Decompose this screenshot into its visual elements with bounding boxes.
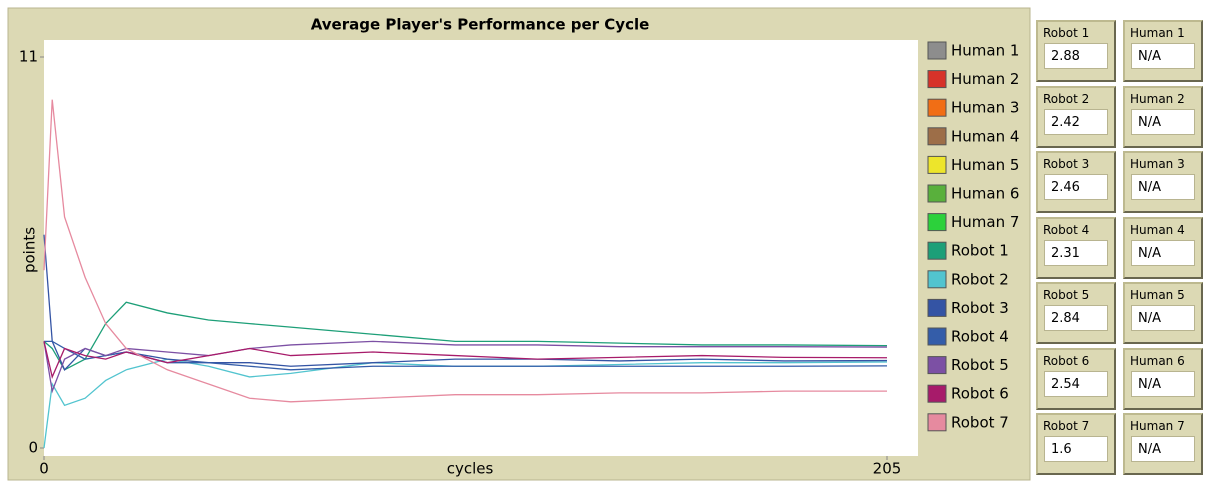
monitor: Human 5 N/A — [1123, 282, 1203, 344]
monitor-value: N/A — [1131, 239, 1195, 266]
monitor-value: N/A — [1131, 305, 1195, 331]
legend-swatch — [927, 327, 947, 346]
monitor-label: Human 2 — [1130, 91, 1185, 106]
monitor: Robot 4 2.31 — [1036, 216, 1116, 279]
legend-label: Human 3 — [951, 99, 1019, 117]
monitor: Human 3 N/A — [1123, 151, 1203, 213]
chart-title: Average Player's Performance per Cycle — [311, 16, 650, 34]
legend-swatch — [927, 155, 947, 174]
legend-swatch — [927, 127, 947, 146]
y-axis-label: points — [21, 227, 39, 273]
monitor-label: Human 3 — [1130, 157, 1185, 171]
legend-swatch — [927, 241, 947, 260]
monitor: Human 1 N/A — [1123, 20, 1203, 82]
monitor-label: Human 5 — [1130, 288, 1185, 302]
series-line — [43, 301, 888, 371]
monitor-label: Robot 7 — [1043, 419, 1090, 433]
legend-label: Robot 5 — [951, 356, 1009, 374]
monitor-value: 1.6 — [1044, 436, 1108, 462]
monitor-value: N/A — [1131, 174, 1195, 200]
monitor-value: 2.88 — [1044, 43, 1108, 69]
legend-swatch — [927, 41, 947, 60]
monitor-label: Robot 4 — [1043, 222, 1090, 237]
monitor-label: Robot 1 — [1043, 26, 1090, 40]
monitor: Human 4 N/A — [1123, 216, 1203, 279]
legend-swatch — [927, 184, 947, 203]
monitor-label: Human 4 — [1130, 222, 1185, 237]
monitor-label: Robot 5 — [1043, 288, 1090, 302]
legend-swatch — [927, 298, 947, 317]
series-line — [43, 99, 887, 403]
legend-label: Robot 6 — [951, 385, 1009, 403]
x-axis-label: cycles — [447, 460, 494, 478]
legend-swatch — [927, 98, 947, 117]
monitor: Robot 2 2.42 — [1036, 85, 1116, 148]
y-tick-label: 11 — [19, 48, 38, 66]
monitor-value: N/A — [1131, 436, 1195, 462]
legend-label: Robot 1 — [951, 242, 1009, 260]
monitor-label: Human 7 — [1130, 419, 1185, 433]
monitor: Robot 6 2.54 — [1036, 347, 1116, 410]
legend-label: Human 2 — [951, 70, 1019, 88]
x-tick-label: 205 — [873, 460, 902, 478]
x-tick-label: 0 — [39, 460, 49, 478]
monitor-value: N/A — [1131, 108, 1195, 135]
monitor-label: Human 1 — [1130, 26, 1185, 40]
legend-label: Human 4 — [951, 127, 1019, 145]
monitor-value: 2.46 — [1044, 174, 1108, 200]
legend-label: Human 1 — [951, 42, 1019, 60]
legend-label: Human 7 — [951, 213, 1019, 231]
plot: Average Player's Performance per Cycle c… — [7, 7, 1031, 481]
monitor-value: N/A — [1131, 370, 1195, 397]
monitor-value: 2.54 — [1044, 370, 1108, 397]
legend-label: Human 5 — [951, 156, 1019, 174]
monitor: Robot 5 2.84 — [1036, 282, 1116, 344]
legend-swatch — [927, 70, 947, 89]
monitor-value: N/A — [1131, 43, 1195, 69]
monitor: Human 2 N/A — [1123, 85, 1203, 148]
legend-swatch — [927, 270, 947, 289]
monitor-label: Robot 3 — [1043, 157, 1090, 171]
monitor-label: Robot 2 — [1043, 91, 1090, 106]
legend-label: Robot 4 — [951, 328, 1009, 346]
legend-label: Robot 7 — [951, 413, 1009, 431]
plot-area — [44, 40, 918, 456]
monitor: Robot 1 2.88 — [1036, 20, 1116, 82]
series-line — [44, 340, 888, 371]
legend-swatch — [927, 356, 947, 375]
legend-swatch — [927, 384, 947, 403]
monitor: Robot 7 1.6 — [1036, 413, 1116, 475]
legend-label: Robot 2 — [951, 270, 1009, 288]
monitor: Human 6 N/A — [1123, 347, 1203, 410]
series-line — [43, 358, 888, 449]
monitor-value: 2.31 — [1044, 239, 1108, 266]
legend-swatch — [927, 413, 947, 432]
y-tick-label: 0 — [28, 439, 38, 457]
monitor-label: Human 6 — [1130, 353, 1185, 368]
monitor-label: Robot 6 — [1043, 353, 1090, 368]
monitor-value: 2.84 — [1044, 305, 1108, 331]
monitor-value: 2.42 — [1044, 108, 1108, 135]
monitor: Human 7 N/A — [1123, 413, 1203, 475]
legend-swatch — [927, 213, 947, 232]
legend-label: Robot 3 — [951, 299, 1009, 317]
monitor: Robot 3 2.46 — [1036, 151, 1116, 213]
legend-label: Human 6 — [951, 185, 1019, 203]
series-line — [43, 341, 888, 379]
